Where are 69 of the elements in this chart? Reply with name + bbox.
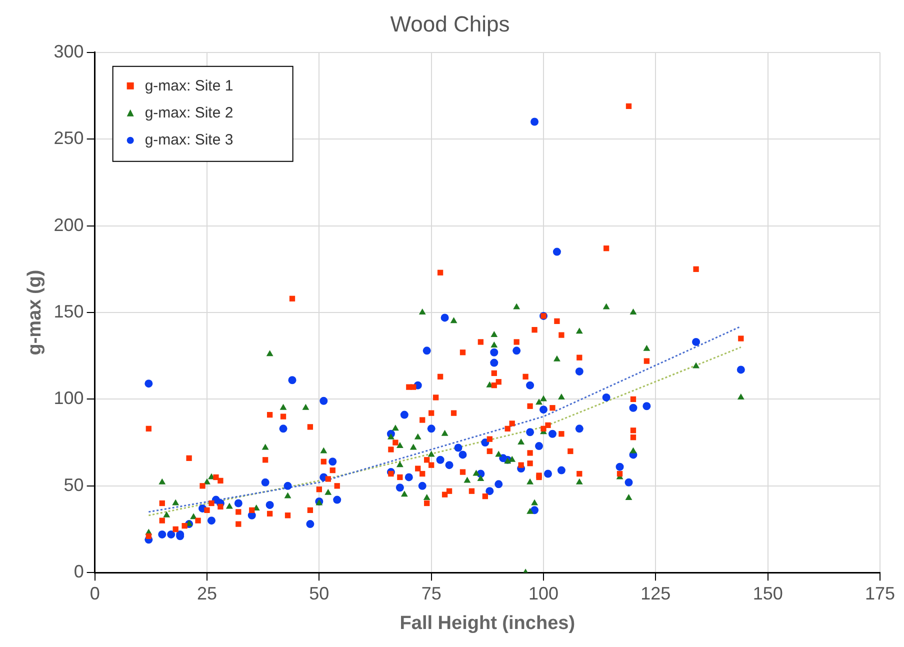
chart-title: Wood Chips: [390, 11, 510, 36]
point: [518, 438, 525, 445]
point: [400, 490, 408, 497]
point: [630, 308, 637, 314]
y-axis-title: g-max (g): [24, 270, 46, 356]
point: [172, 499, 180, 506]
point: [630, 447, 637, 454]
legend-label: g-max: Site 2: [144, 104, 234, 122]
point: [410, 444, 417, 450]
y-tick-label: 50: [64, 474, 84, 495]
point: [576, 478, 583, 484]
point: [428, 450, 435, 457]
point: [526, 508, 534, 514]
legend-label: g-max: Site 3: [144, 132, 234, 149]
point: [508, 456, 516, 462]
point: [495, 450, 502, 457]
point: [576, 328, 583, 334]
point: [302, 404, 310, 410]
point: [531, 499, 538, 506]
point: [526, 478, 534, 484]
x-tick-label: 125: [640, 583, 671, 604]
y-tick-label: 100: [54, 388, 84, 408]
x-tick-label: 150: [752, 583, 783, 604]
point: [266, 350, 274, 356]
point: [262, 444, 269, 450]
y-tick-label: 0: [74, 562, 84, 582]
point: [602, 303, 610, 310]
point: [324, 488, 332, 495]
y-tick-label: 300: [54, 41, 84, 62]
x-tick-label: 75: [421, 583, 442, 604]
point: [513, 303, 520, 310]
point: [472, 470, 480, 476]
point: [387, 433, 394, 440]
y-tick-label: 250: [54, 128, 84, 148]
point: [423, 494, 430, 500]
point: [226, 502, 233, 509]
point: [558, 393, 565, 400]
point: [553, 355, 560, 362]
legend-label: g-max: Site 1: [144, 78, 234, 95]
point: [477, 474, 484, 481]
y-tick-label: 200: [54, 214, 84, 235]
point: [392, 424, 399, 431]
y-tick-label: 150: [54, 301, 84, 322]
point: [643, 344, 650, 351]
point: [396, 442, 404, 448]
point: [396, 461, 404, 468]
x-tick-label: 0: [90, 583, 100, 604]
x-axis-title: Fall Height (inches): [400, 612, 576, 634]
point: [418, 308, 426, 314]
point: [280, 404, 287, 410]
x-tick-label: 50: [309, 583, 330, 604]
point: [625, 494, 632, 500]
point: [490, 331, 498, 338]
point: [441, 430, 448, 436]
point: [158, 478, 166, 484]
point: [414, 433, 422, 440]
point: [540, 395, 547, 402]
point: [163, 511, 170, 518]
x-tick-label: 175: [864, 583, 896, 604]
point: [536, 398, 542, 405]
point: [284, 492, 292, 498]
x-tick-label: 100: [528, 583, 559, 604]
point: [490, 341, 498, 348]
point: [320, 447, 328, 454]
point: [692, 362, 700, 368]
point: [737, 393, 744, 400]
point: [450, 317, 458, 324]
point: [464, 476, 471, 483]
x-tick-label: 25: [196, 583, 218, 604]
